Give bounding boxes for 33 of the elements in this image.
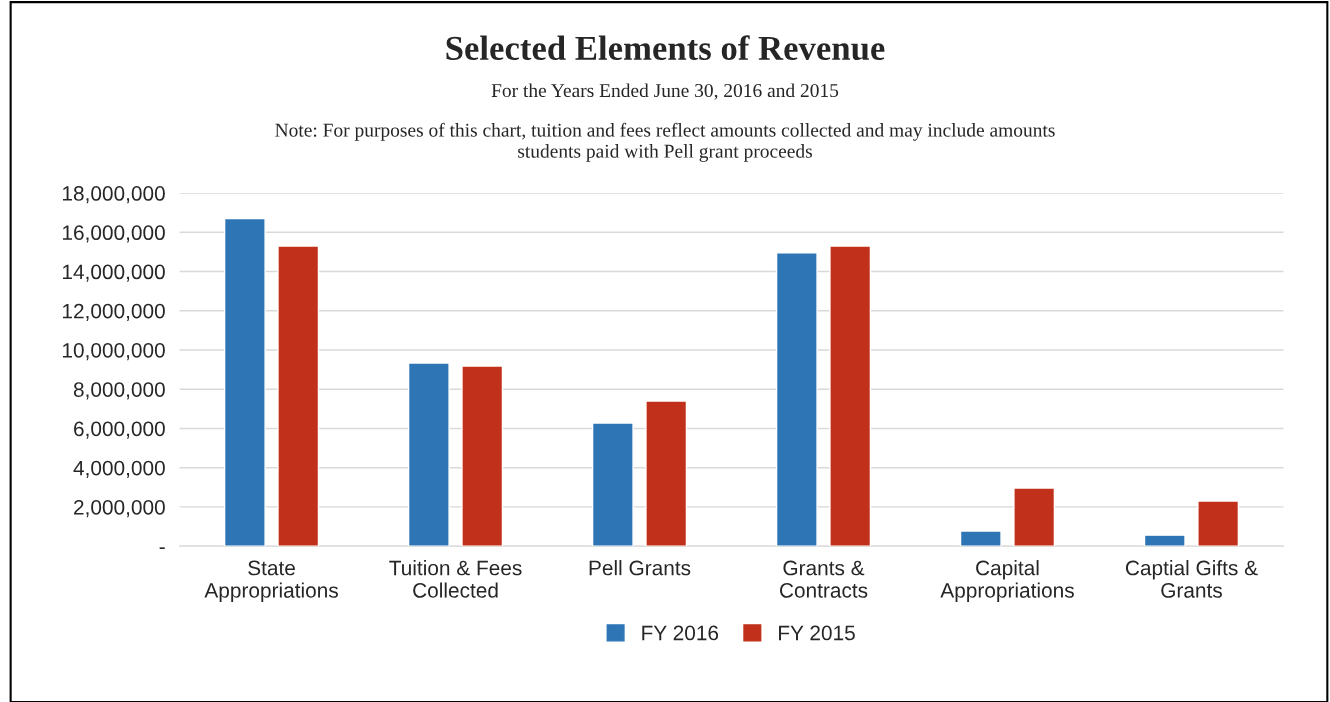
bar: [775, 252, 818, 547]
x-tick-label: Capital Appropriations: [940, 560, 1074, 602]
bar: [591, 422, 634, 547]
bar: [829, 245, 872, 547]
x-tick-label: State Appropriations: [204, 560, 338, 602]
bar: [407, 362, 450, 547]
chart-title: Selected Elements of Revenue: [446, 35, 885, 61]
y-tick-label: 6,000,000: [74, 421, 165, 439]
x-tick-label: Grants & Contracts: [779, 560, 868, 598]
chart-subtitle: For the Years Ended June 30, 2016 and 2015: [491, 83, 839, 100]
y-tick-label: 2,000,000: [74, 499, 165, 518]
bar: [223, 217, 266, 547]
y-tick-label: 4,000,000: [73, 460, 165, 478]
bar: [461, 365, 504, 547]
bar: [1013, 487, 1056, 547]
x-tick-label: Tuition & Fees Collected: [389, 560, 522, 598]
text: Note: For purposes of this chart, tuition and fees reflect amounts collected and may include amounts students paid with Pell grant proceeds: [275, 122, 1055, 162]
y-tick-label: 10,000,000: [62, 342, 165, 361]
legend-label: FY 2016: [642, 625, 719, 641]
y-tick-label: 12,000,000: [62, 303, 165, 321]
bar: [1197, 500, 1240, 547]
bar: [277, 245, 320, 547]
y-tick-label: 16,000,000: [62, 225, 165, 243]
bar: [959, 530, 1002, 547]
x-tick-label: Captial Gifts & Grants: [1125, 560, 1258, 598]
y-tick-label: 14,000,000: [62, 264, 165, 282]
bar: [645, 400, 688, 547]
bar: [1143, 534, 1186, 547]
y-tick-label: -: [159, 547, 165, 549]
x-tick-label: Pell Grants: [589, 560, 691, 576]
y-tick-label: 8,000,000: [73, 382, 165, 400]
legend-label: FY 2015: [779, 625, 855, 641]
y-tick-label: 18,000,000: [62, 186, 165, 204]
